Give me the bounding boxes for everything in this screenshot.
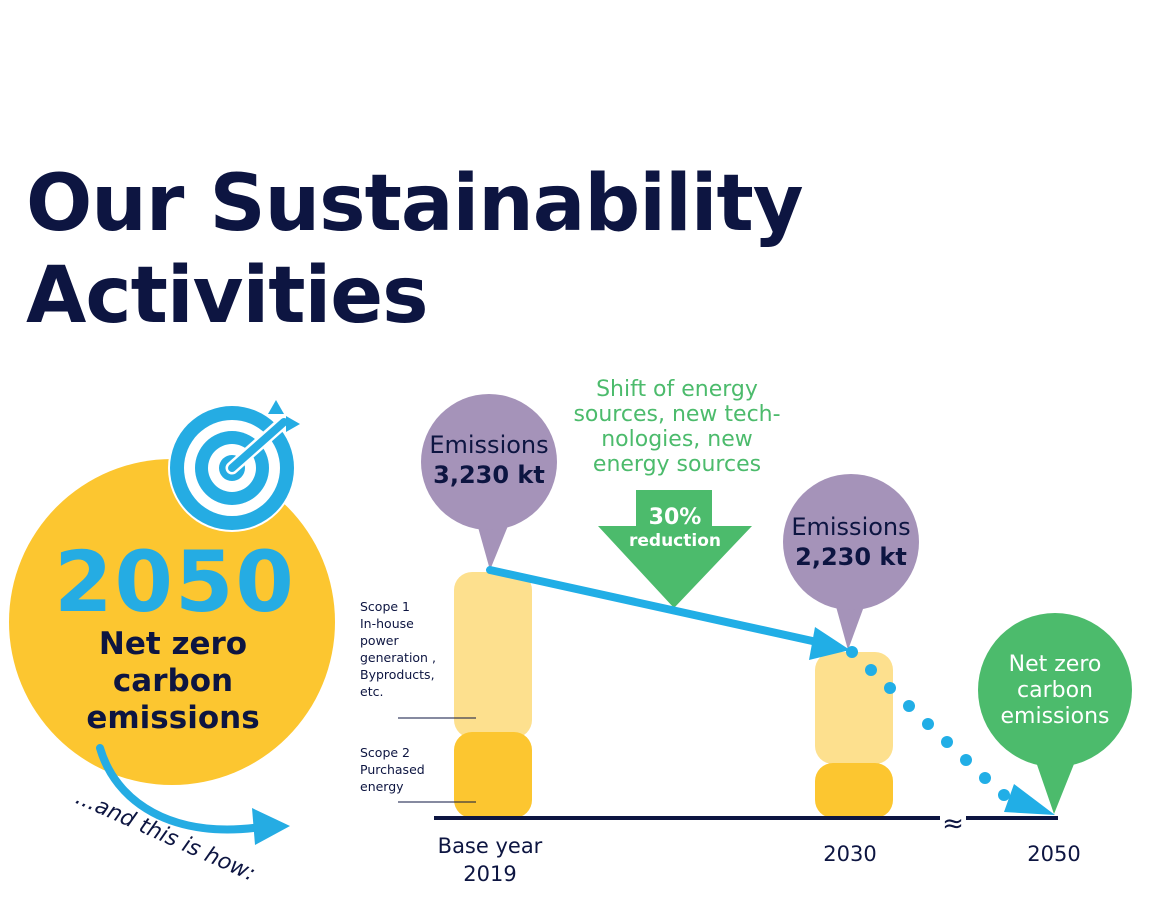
how-arrow-head <box>252 808 290 845</box>
shift-text: Shift of energy sources, new tech- nolog… <box>552 377 802 477</box>
scope1-line: power <box>360 633 399 648</box>
shift-line: Shift of energy <box>596 377 758 402</box>
bubble-2050 <box>978 613 1132 814</box>
scope1-line: etc. <box>360 684 384 699</box>
bubble-label: Emissions <box>429 431 549 459</box>
scope2-label: Scope 2 Purchased energy <box>360 744 425 795</box>
how-arrow <box>96 744 272 834</box>
x-label-line: 2050 <box>1027 842 1081 866</box>
bubble-line: Net zero <box>1008 652 1102 677</box>
x-label-line: 2030 <box>823 842 877 866</box>
axis-break: ≈ <box>942 809 964 839</box>
x-label-line: 2019 <box>463 862 517 886</box>
title-line-2: Activities <box>26 251 429 341</box>
goal-text: Net zero carbon emissions <box>48 626 298 737</box>
bubble-2050-text: Net zero carbon emissions <box>985 652 1125 730</box>
shift-line: energy sources <box>592 452 762 477</box>
goal-text-line: carbon <box>112 663 234 699</box>
target-arrow-icon <box>168 400 300 532</box>
bubble-line: emissions <box>1000 704 1110 729</box>
bar-2030-scope2 <box>815 763 893 818</box>
trend-arrow <box>486 566 830 648</box>
bar-2019-scope2 <box>454 732 532 818</box>
projection-arrow-head <box>1004 784 1055 815</box>
x-label-2030: 2030 <box>800 840 900 868</box>
scope1-line: Byproducts, <box>360 667 435 682</box>
goal-text-line: emissions <box>86 700 260 736</box>
bubble-line: carbon <box>1017 678 1093 703</box>
x-label-2050: 2050 <box>1004 840 1104 868</box>
scope2-line: Scope 2 <box>360 745 411 760</box>
bubble-2019-text: Emissions 3,230 kt <box>419 430 559 490</box>
goal-circle <box>9 459 335 785</box>
goal-text-line: Net zero <box>98 626 248 662</box>
bubble-2030-text: Emissions 2,230 kt <box>781 512 921 572</box>
bar-2030-scope1 <box>815 652 893 764</box>
goal-year: 2050 <box>54 533 296 631</box>
x-label-line: Base year <box>437 834 543 858</box>
reduction-text: reduction <box>629 531 721 551</box>
bubble-value: 3,230 kt <box>433 461 545 489</box>
scope2-line: Purchased <box>360 762 425 777</box>
title-line-1: Our Sustainability <box>26 159 804 249</box>
x-label-2019: Base year 2019 <box>420 832 560 888</box>
reduction-label: 30% reduction <box>600 505 750 551</box>
bubble-label: Emissions <box>791 513 911 541</box>
dotted-projection <box>846 646 1010 801</box>
shift-line: sources, new tech- <box>573 402 781 427</box>
scope1-line: generation , <box>360 650 436 665</box>
bubble-2030 <box>783 474 919 650</box>
scope1-line: Scope 1 <box>360 599 411 614</box>
reduction-value: 30% <box>648 505 702 530</box>
bar-2019-scope1 <box>454 572 532 738</box>
reduction-arrow <box>598 490 752 608</box>
trend-arrow-head <box>809 627 850 660</box>
scope2-line: energy <box>360 779 404 794</box>
scope1-label: Scope 1 In-house power generation , Bypr… <box>360 598 436 700</box>
shift-line: nologies, new <box>601 427 753 452</box>
bubble-value: 2,230 kt <box>795 543 907 571</box>
page-title: Our Sustainability Activities <box>26 158 804 342</box>
scope1-line: In-house <box>360 616 414 631</box>
bubble-2019 <box>421 394 557 570</box>
